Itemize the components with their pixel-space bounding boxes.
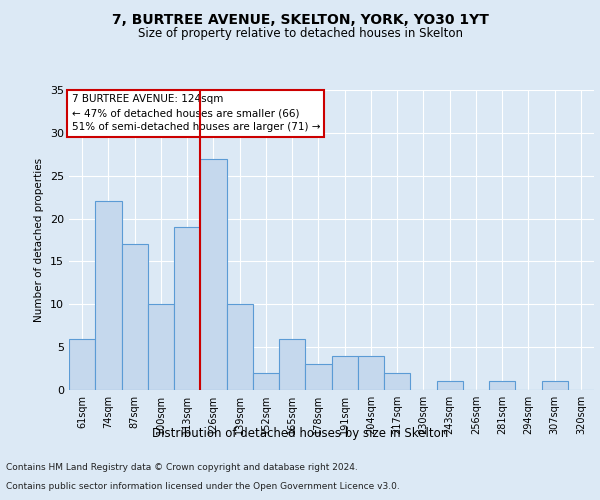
- Bar: [69, 338, 95, 390]
- Bar: [437, 382, 463, 390]
- Bar: [384, 373, 410, 390]
- Bar: [279, 338, 305, 390]
- Bar: [174, 227, 200, 390]
- Bar: [305, 364, 331, 390]
- Bar: [95, 202, 121, 390]
- Text: Size of property relative to detached houses in Skelton: Size of property relative to detached ho…: [137, 28, 463, 40]
- Bar: [542, 382, 568, 390]
- Text: Contains public sector information licensed under the Open Government Licence v3: Contains public sector information licen…: [6, 482, 400, 491]
- Bar: [253, 373, 279, 390]
- Bar: [148, 304, 174, 390]
- Bar: [121, 244, 148, 390]
- Bar: [331, 356, 358, 390]
- Bar: [227, 304, 253, 390]
- Text: Contains HM Land Registry data © Crown copyright and database right 2024.: Contains HM Land Registry data © Crown c…: [6, 464, 358, 472]
- Y-axis label: Number of detached properties: Number of detached properties: [34, 158, 44, 322]
- Bar: [200, 158, 227, 390]
- Bar: [358, 356, 384, 390]
- Text: Distribution of detached houses by size in Skelton: Distribution of detached houses by size …: [152, 428, 448, 440]
- Text: 7, BURTREE AVENUE, SKELTON, YORK, YO30 1YT: 7, BURTREE AVENUE, SKELTON, YORK, YO30 1…: [112, 12, 488, 26]
- Bar: [489, 382, 515, 390]
- Text: 7 BURTREE AVENUE: 124sqm
← 47% of detached houses are smaller (66)
51% of semi-d: 7 BURTREE AVENUE: 124sqm ← 47% of detach…: [71, 94, 320, 132]
